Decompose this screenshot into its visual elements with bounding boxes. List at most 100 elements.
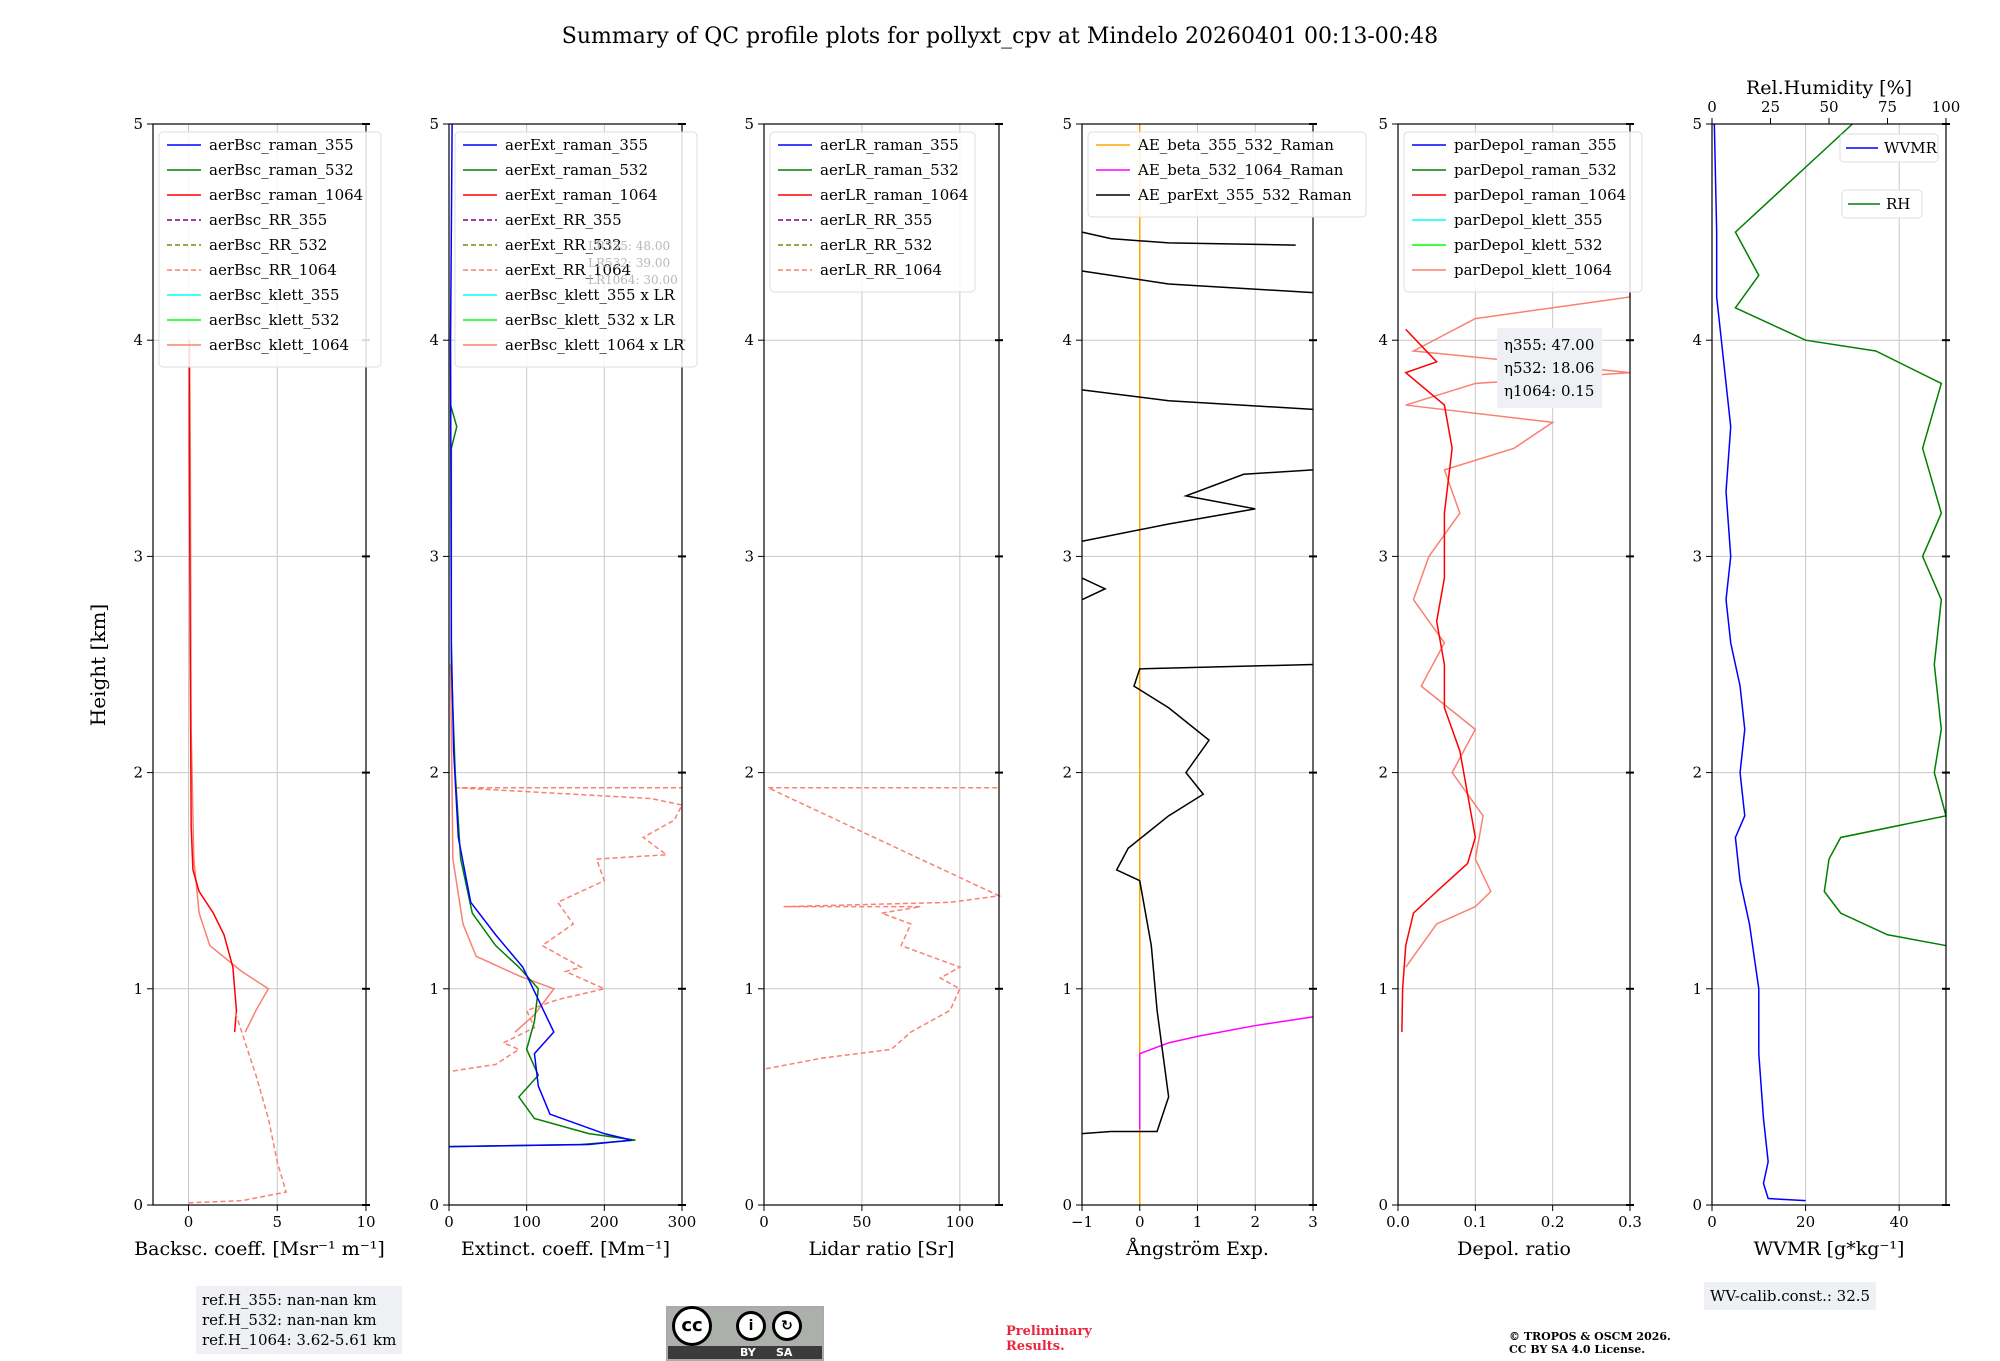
legend: WVMR RH <box>1839 133 1939 219</box>
x-tick-label: 20 <box>1796 1213 1815 1231</box>
legend-label: aerLR_RR_1064 <box>820 261 942 279</box>
panel-wv: 0 20 40 0 1 2 3 4 5 WVMR [g*kg⁻¹] 0 25 50 75 100 Rel.Hu… <box>1692 77 1960 1260</box>
cc-icon: cc <box>672 1306 712 1346</box>
axes-frame <box>152 123 367 1206</box>
series-rh <box>1734 123 1947 947</box>
legend-label: aerLR_raman_532 <box>820 161 959 179</box>
y-tick-label: 1 <box>1378 980 1388 998</box>
series-ae-parext-355-532-raman <box>1081 469 1314 543</box>
by-icon: i <box>736 1311 766 1341</box>
series-ae-parext-355-532-raman <box>1081 577 1107 601</box>
legend-box <box>769 131 976 293</box>
x2-tick-label: 25 <box>1761 98 1780 116</box>
x-tick-label: 200 <box>590 1213 619 1231</box>
legend-label: aerBsc_RR_355 <box>209 211 327 229</box>
license-badge: cc i ↻ BY SA <box>666 1306 824 1361</box>
y-tick-label: 3 <box>429 547 439 565</box>
legend-label: aerBsc_RR_1064 <box>209 261 337 279</box>
x-tick-label: 0 <box>184 1213 194 1231</box>
legend-box <box>454 131 698 368</box>
legend: aerLR_raman_355 aerLR_raman_532 aerLR_rama… <box>769 131 976 293</box>
sa-label: SA <box>776 1346 793 1359</box>
ref-height-1064: ref.H_1064: 3.62-5.61 km <box>202 1331 397 1349</box>
x2-axis-label: Rel.Humidity [%] <box>1746 77 1912 99</box>
legend-label: aerLR_RR_355 <box>820 211 932 229</box>
legend: aerExt_raman_355 aerExt_raman_532 aerExt_r… <box>454 131 698 368</box>
legend-label: aerExt_raman_532 <box>505 161 648 179</box>
copyright-note: © TROPOS & OSCM 2026. CC BY SA 4.0 Licen… <box>1509 1330 1671 1356</box>
eta-label: η355: 47.00 <box>1504 336 1594 354</box>
series-aerbsc-klett-1064-x-lr <box>449 664 556 1033</box>
axes-frame <box>1397 123 1631 1206</box>
x-tick-label: −1 <box>1071 1213 1093 1231</box>
series-ae-parext-355-532-raman <box>1081 389 1314 411</box>
x-tick-label: 0.0 <box>1386 1213 1410 1231</box>
panel-depol: 0.0 0.1 0.2 0.3 0 1 2 3 4 5 Depol. ratio parDepol_r… <box>1378 115 1643 1260</box>
y-tick-label: 5 <box>744 115 754 133</box>
y-tick-label: 0 <box>429 1196 439 1214</box>
y-tick-label: 4 <box>1062 331 1072 349</box>
x-tick-label: 0 <box>759 1213 769 1231</box>
legend-label: aerBsc_klett_532 <box>209 311 340 329</box>
y-tick-label: 1 <box>429 980 439 998</box>
y-tick-label: 3 <box>1378 547 1388 565</box>
legend-label: aerBsc_klett_1064 x LR <box>505 336 685 354</box>
x-axis-label: Extinct. coeff. [Mm⁻¹] <box>461 1238 670 1260</box>
ref-height-355: ref.H_355: nan-nan km <box>202 1291 377 1309</box>
legend-box <box>158 131 382 368</box>
ref-height-532: ref.H_532: nan-nan km <box>202 1311 377 1329</box>
series-ae-parext-355-532-raman <box>1081 231 1296 246</box>
x-tick-label: 1 <box>1193 1213 1203 1231</box>
y-tick-label: 2 <box>133 764 143 782</box>
lr-label: LR1064: 30.00 <box>588 273 678 287</box>
y-tick-label: 0 <box>1062 1196 1072 1214</box>
legend-label: aerBsc_raman_355 <box>209 136 354 154</box>
eta-label: η1064: 0.15 <box>1504 382 1594 400</box>
x-tick-label: 40 <box>1890 1213 1909 1231</box>
y-tick-label: 4 <box>744 331 754 349</box>
legend-label: AE_beta_355_532_Raman <box>1137 136 1334 154</box>
legend-label: aerBsc_RR_532 <box>209 236 327 254</box>
x-axis-label: Depol. ratio <box>1457 1238 1571 1260</box>
panel-bsc: 0 5 10 0 1 2 3 4 5 Backsc. coeff. [Msr⁻¹ m⁻¹] aerB… <box>133 115 384 1260</box>
legend-label: aerBsc_klett_532 x LR <box>505 311 676 329</box>
series-aerbsc-rr-1064 <box>188 1010 288 1204</box>
y-tick-label: 0 <box>1692 1196 1702 1214</box>
legend-box <box>1839 133 1939 163</box>
x-tick-label: 300 <box>668 1213 697 1231</box>
y-tick-label: 0 <box>133 1196 143 1214</box>
legend-label: parDepol_klett_355 <box>1454 211 1603 229</box>
y-tick-label: 2 <box>1692 764 1702 782</box>
x-axis-label: Ångström Exp. <box>1125 1238 1269 1260</box>
series-pardepol-raman-1064 <box>1401 328 1477 1033</box>
legend: AE_beta_355_532_Raman AE_beta_532_1064_Ra… <box>1087 131 1367 218</box>
y-tick-label: 4 <box>1692 331 1702 349</box>
series-aerbsc-raman-1064 <box>188 340 238 1033</box>
by-label: BY <box>740 1346 756 1359</box>
y-tick-label: 3 <box>1692 547 1702 565</box>
eta-box <box>1497 328 1602 408</box>
wv-calib-text: WV-calib.const.: 32.5 <box>1710 1287 1871 1305</box>
y-tick-label: 2 <box>1378 764 1388 782</box>
legend-label: aerBsc_klett_355 x LR <box>505 286 676 304</box>
preliminary-note: Preliminary Results. <box>1006 1324 1092 1354</box>
legend-box <box>1087 131 1367 218</box>
legend-label: parDepol_klett_532 <box>1454 236 1603 254</box>
page-title: Summary of QC profile plots for pollyxt_… <box>561 24 1439 49</box>
x-tick-label: 0.1 <box>1463 1213 1487 1231</box>
series-aerext-rr-1064 <box>452 786 684 1072</box>
x-tick-label: 5 <box>272 1213 282 1231</box>
y-tick-label: 3 <box>133 547 143 565</box>
x-tick-label: 0 <box>1135 1213 1145 1231</box>
x-tick-label: 0 <box>1707 1213 1717 1231</box>
x2-tick-label: 50 <box>1819 98 1838 116</box>
x-tick-label: 50 <box>852 1213 871 1231</box>
y-tick-label: 5 <box>133 115 143 133</box>
axes-frame <box>448 123 683 1206</box>
x-tick-label: 0.3 <box>1618 1213 1642 1231</box>
legend-label: parDepol_klett_1064 <box>1454 261 1612 279</box>
x-tick-label: 100 <box>512 1213 541 1231</box>
series-wvmr <box>1713 123 1806 1202</box>
y-tick-label: 0 <box>1378 1196 1388 1214</box>
